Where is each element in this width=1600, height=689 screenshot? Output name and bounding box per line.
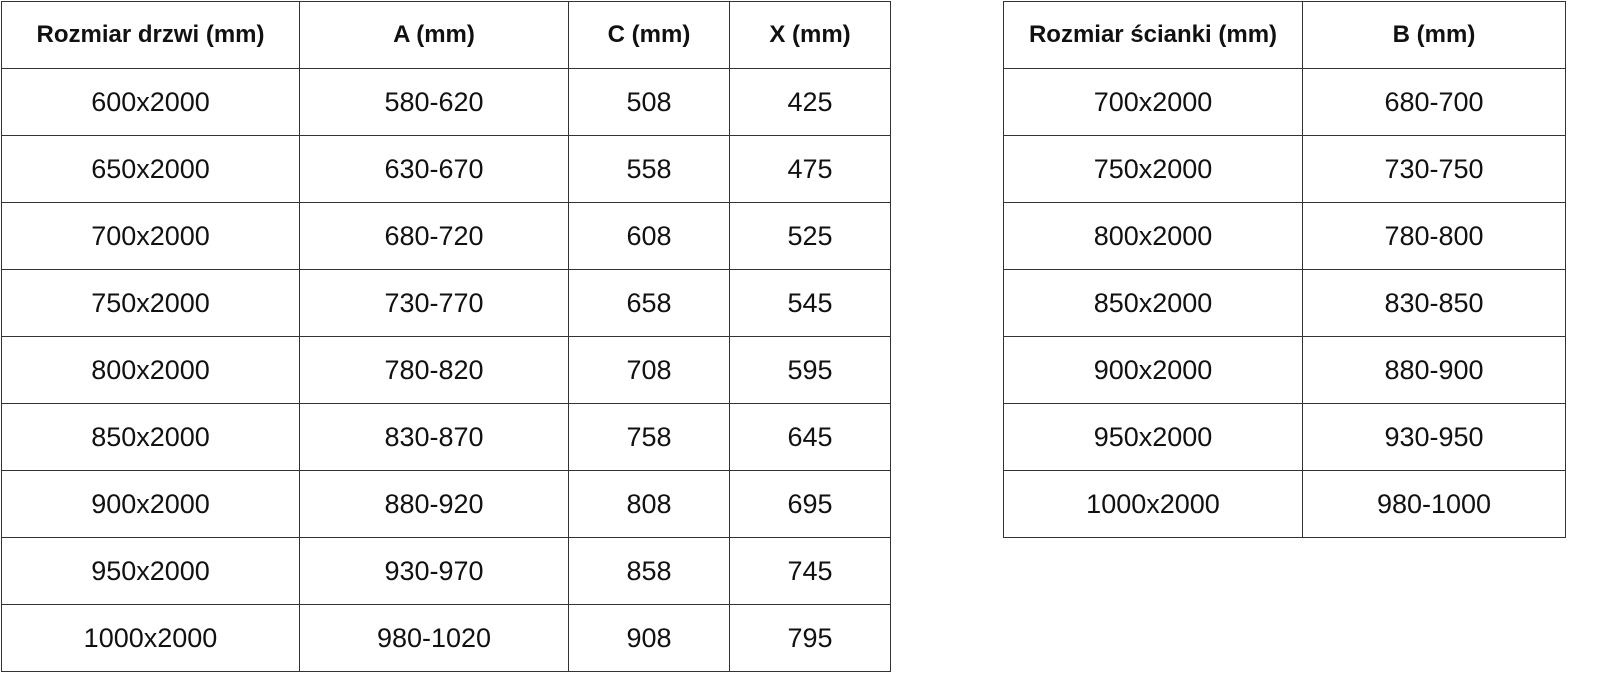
table-cell: 758 bbox=[568, 403, 730, 471]
table-cell: 680-700 bbox=[1302, 68, 1566, 136]
table-cell: 1000x2000 bbox=[1003, 470, 1303, 538]
table-cell: 880-920 bbox=[299, 470, 569, 538]
table-cell: 780-820 bbox=[299, 336, 569, 404]
table-cell: 800x2000 bbox=[1, 336, 300, 404]
table-cell: 525 bbox=[729, 202, 891, 270]
table-cell: 600x2000 bbox=[1, 68, 300, 136]
table-cell: 425 bbox=[729, 68, 891, 136]
table-cell: 900x2000 bbox=[1, 470, 300, 538]
table-row: 900x2000 880-900 bbox=[1003, 336, 1566, 404]
table-cell: 830-870 bbox=[299, 403, 569, 471]
column-header: Rozmiar ścianki (mm) bbox=[1003, 1, 1303, 69]
table-cell: 800x2000 bbox=[1003, 202, 1303, 270]
table-cell: 608 bbox=[568, 202, 730, 270]
table-row: 800x2000 780-800 bbox=[1003, 202, 1566, 270]
table-cell: 850x2000 bbox=[1, 403, 300, 471]
table-cell: 880-900 bbox=[1302, 336, 1566, 404]
column-header: Rozmiar drzwi (mm) bbox=[1, 1, 300, 69]
column-header: X (mm) bbox=[729, 1, 891, 69]
column-header: A (mm) bbox=[299, 1, 569, 69]
table-cell: 700x2000 bbox=[1003, 68, 1303, 136]
table-row: 1000x2000 980-1020 908 795 bbox=[1, 604, 891, 672]
table-cell: 545 bbox=[729, 269, 891, 337]
table-cell: 680-720 bbox=[299, 202, 569, 270]
table-cell: 700x2000 bbox=[1, 202, 300, 270]
table-cell: 745 bbox=[729, 537, 891, 605]
table-cell: 650x2000 bbox=[1, 135, 300, 203]
table-cell: 980-1000 bbox=[1302, 470, 1566, 538]
table-row: 650x2000 630-670 558 475 bbox=[1, 135, 891, 203]
table-cell: 780-800 bbox=[1302, 202, 1566, 270]
table-row: 850x2000 830-870 758 645 bbox=[1, 403, 891, 471]
table-cell: 730-750 bbox=[1302, 135, 1566, 203]
table-cell: 795 bbox=[729, 604, 891, 672]
table-cell: 580-620 bbox=[299, 68, 569, 136]
wall-size-table: Rozmiar ścianki (mm) B (mm) 700x2000 680-7… bbox=[1003, 1, 1566, 538]
table-row: 850x2000 830-850 bbox=[1003, 269, 1566, 337]
table-cell: 980-1020 bbox=[299, 604, 569, 672]
table-cell: 930-970 bbox=[299, 537, 569, 605]
table-row: 900x2000 880-920 808 695 bbox=[1, 470, 891, 538]
table-row: 750x2000 730-770 658 545 bbox=[1, 269, 891, 337]
table-cell: 658 bbox=[568, 269, 730, 337]
table-cell: 475 bbox=[729, 135, 891, 203]
table-row: 950x2000 930-950 bbox=[1003, 403, 1566, 471]
table-cell: 950x2000 bbox=[1, 537, 300, 605]
table-cell: 808 bbox=[568, 470, 730, 538]
table-cell: 1000x2000 bbox=[1, 604, 300, 672]
column-header: C (mm) bbox=[568, 1, 730, 69]
table-cell: 908 bbox=[568, 604, 730, 672]
table-cell: 730-770 bbox=[299, 269, 569, 337]
table-cell: 900x2000 bbox=[1003, 336, 1303, 404]
table-header-row: Rozmiar drzwi (mm) A (mm) C (mm) X (mm) bbox=[1, 1, 891, 69]
table-cell: 708 bbox=[568, 336, 730, 404]
table-row: 750x2000 730-750 bbox=[1003, 135, 1566, 203]
table-cell: 830-850 bbox=[1302, 269, 1566, 337]
table-cell: 645 bbox=[729, 403, 891, 471]
door-size-table: Rozmiar drzwi (mm) A (mm) C (mm) X (mm) 600… bbox=[1, 1, 891, 672]
table-cell: 595 bbox=[729, 336, 891, 404]
table-cell: 508 bbox=[568, 68, 730, 136]
table-cell: 750x2000 bbox=[1, 269, 300, 337]
column-header: B (mm) bbox=[1302, 1, 1566, 69]
table-cell: 850x2000 bbox=[1003, 269, 1303, 337]
table-cell: 630-670 bbox=[299, 135, 569, 203]
table-cell: 558 bbox=[568, 135, 730, 203]
table-row: 950x2000 930-970 858 745 bbox=[1, 537, 891, 605]
table-cell: 930-950 bbox=[1302, 403, 1566, 471]
table-cell: 750x2000 bbox=[1003, 135, 1303, 203]
table-cell: 950x2000 bbox=[1003, 403, 1303, 471]
table-row: 1000x2000 980-1000 bbox=[1003, 470, 1566, 538]
table-cell: 858 bbox=[568, 537, 730, 605]
table-row: 700x2000 680-700 bbox=[1003, 68, 1566, 136]
table-row: 800x2000 780-820 708 595 bbox=[1, 336, 891, 404]
table-header-row: Rozmiar ścianki (mm) B (mm) bbox=[1003, 1, 1566, 69]
table-cell: 695 bbox=[729, 470, 891, 538]
table-row: 700x2000 680-720 608 525 bbox=[1, 202, 891, 270]
table-row: 600x2000 580-620 508 425 bbox=[1, 68, 891, 136]
